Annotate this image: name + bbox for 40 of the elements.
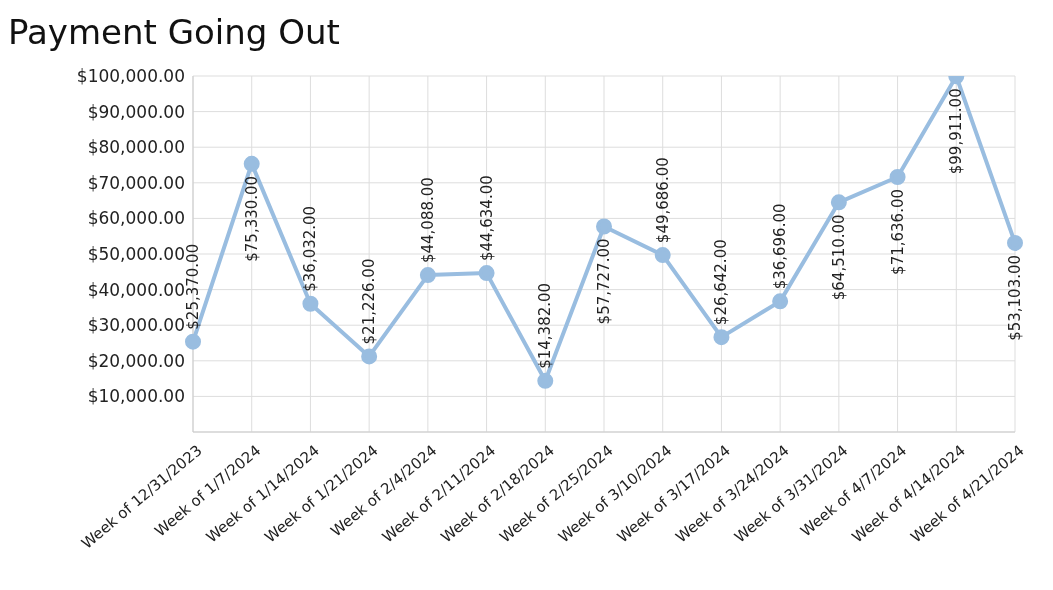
point	[1007, 234, 1023, 251]
data-label: $57,727.00	[595, 238, 613, 325]
data-label: $26,642.00	[712, 239, 731, 326]
data-label: $49,686.00	[653, 157, 672, 244]
data-label: $36,032.00	[301, 205, 320, 292]
point	[654, 247, 671, 264]
data-label: $36,696.00	[771, 203, 790, 290]
data-label: $44,088.00	[418, 177, 437, 264]
data-label: $75,330.00	[242, 175, 261, 262]
data-label: $21,226.00	[360, 258, 379, 345]
point	[889, 168, 906, 185]
y-tick-label: $60,000.00	[87, 208, 185, 229]
y-tick-label: $70,000.00	[87, 172, 185, 193]
data-label: $44,634.00	[477, 175, 496, 262]
point	[243, 155, 260, 172]
data-label: $53,103.00	[1006, 254, 1024, 341]
y-tick-label: $50,000.00	[87, 244, 185, 265]
point	[361, 348, 378, 365]
point	[713, 329, 730, 346]
point	[419, 267, 436, 284]
y-tick-label: $100,000.00	[76, 66, 185, 87]
point	[302, 295, 319, 312]
chart-title: Payment Going Out	[8, 11, 341, 54]
data-label: $99,911.00	[947, 88, 966, 175]
data-label: $25,370.00	[184, 243, 202, 330]
y-tick-label: $80,000.00	[87, 137, 185, 158]
y-tick-label: $20,000.00	[87, 350, 185, 371]
y-tick-label: $30,000.00	[87, 315, 185, 336]
point	[185, 333, 201, 350]
point	[537, 372, 554, 389]
data-label: $64,510.00	[829, 214, 848, 301]
y-tick-label: $10,000.00	[87, 386, 185, 407]
data-label: $71,636.00	[888, 188, 907, 275]
data-label: $14,382.00	[536, 282, 555, 369]
point	[596, 218, 612, 235]
point	[478, 265, 495, 282]
y-tick-label: $40,000.00	[87, 279, 185, 300]
y-tick-label: $90,000.00	[87, 101, 185, 122]
point	[830, 194, 847, 211]
point	[772, 293, 789, 310]
